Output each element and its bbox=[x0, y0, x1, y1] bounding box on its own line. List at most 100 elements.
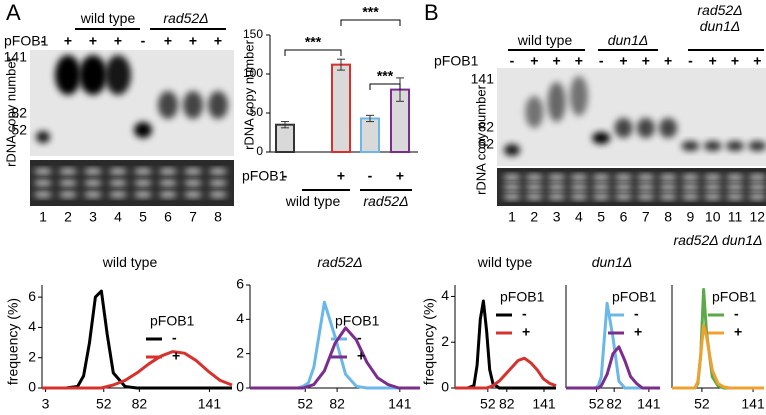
strip-band bbox=[184, 191, 202, 198]
strip-band bbox=[503, 174, 521, 181]
series-line bbox=[455, 299, 556, 390]
y-tick-label: 0 bbox=[256, 144, 263, 158]
y-tick-label: 0 bbox=[236, 379, 244, 395]
strip-band bbox=[209, 168, 227, 175]
lane-number: 6 bbox=[164, 209, 172, 225]
group-label-box: wild type bbox=[286, 193, 340, 209]
legend-label: + bbox=[634, 324, 642, 340]
strip-band bbox=[569, 174, 588, 181]
x-tick-label: 82 bbox=[499, 396, 515, 412]
strip-band bbox=[703, 184, 722, 190]
strip-band bbox=[614, 174, 633, 181]
x-tick-label: 52 bbox=[297, 396, 313, 412]
strip-band bbox=[134, 168, 152, 175]
lane-sign: + bbox=[64, 33, 72, 49]
y-tick-label: 0 bbox=[28, 379, 36, 395]
series-line bbox=[566, 345, 660, 390]
strip-band bbox=[84, 168, 102, 175]
x-tick-label: 141 bbox=[637, 396, 661, 412]
strip-band bbox=[159, 191, 177, 198]
strip-band bbox=[109, 180, 127, 186]
group-label: rad52Δ dun1Δ bbox=[697, 2, 743, 34]
strip-band bbox=[748, 193, 766, 200]
strip-band bbox=[614, 184, 633, 190]
group-label: dun1Δ bbox=[607, 32, 649, 48]
lane-sign: - bbox=[510, 53, 515, 69]
y-axis-label: frequency (%) bbox=[421, 298, 437, 385]
x-tick-label: 141 bbox=[741, 396, 765, 412]
x-tick-label: 52 bbox=[589, 396, 605, 412]
strip-band bbox=[547, 184, 566, 190]
strip-band bbox=[525, 184, 544, 190]
strip-band bbox=[34, 180, 52, 186]
gel-band bbox=[681, 141, 700, 151]
strip-band bbox=[659, 193, 678, 200]
legend-label: + bbox=[172, 348, 180, 364]
y-tick-label: 0 bbox=[441, 379, 449, 395]
bar bbox=[331, 63, 351, 153]
y-tick-label: 50 bbox=[250, 105, 264, 119]
strip-band bbox=[134, 180, 152, 186]
y-tick-label: 2 bbox=[441, 333, 449, 349]
pfob1-label: pFOB1 bbox=[4, 33, 49, 49]
gel-band bbox=[504, 144, 520, 156]
legend-label: - bbox=[357, 330, 362, 346]
bar bbox=[275, 123, 295, 153]
x-tick-label: 141 bbox=[532, 396, 556, 412]
lane-number: 3 bbox=[89, 209, 97, 225]
lane-sign: + bbox=[553, 53, 561, 69]
group-label: wild type bbox=[517, 32, 573, 48]
lane-sign: - bbox=[599, 53, 604, 69]
significance-label: *** bbox=[305, 34, 322, 50]
lane-sign: + bbox=[530, 53, 538, 69]
x-tick-label: 3 bbox=[42, 396, 50, 412]
gel-band bbox=[703, 141, 722, 151]
group-label-box: wild type bbox=[517, 32, 573, 48]
strip-band bbox=[209, 191, 227, 198]
strip-band bbox=[636, 184, 655, 190]
gel-band bbox=[55, 55, 81, 95]
size-label: 52 bbox=[11, 122, 27, 138]
strip-band bbox=[726, 174, 744, 181]
strip-band bbox=[569, 193, 588, 200]
gel-band bbox=[726, 141, 744, 151]
x-tick-label: 141 bbox=[388, 396, 412, 412]
chart-title: wild type bbox=[102, 254, 158, 270]
y-tick-label: 4 bbox=[441, 287, 449, 303]
x-tick-label: 82 bbox=[606, 396, 622, 412]
strip-band bbox=[681, 193, 700, 200]
gel-band bbox=[208, 91, 228, 119]
y-tick-label: 150 bbox=[243, 27, 263, 41]
chart-title-box: rad52Δ bbox=[317, 254, 362, 270]
legend-title: pFOB1 bbox=[712, 289, 757, 305]
lane-number: 5 bbox=[597, 209, 605, 225]
lane-sign: + bbox=[214, 33, 222, 49]
lane-number: 9 bbox=[687, 209, 695, 225]
lane-number: 6 bbox=[620, 209, 628, 225]
x-axis-label: pFOB1 bbox=[242, 168, 287, 184]
chart-title: wild type bbox=[477, 254, 533, 270]
panel-label: A bbox=[6, 0, 21, 25]
y-tick-label: 2 bbox=[28, 348, 36, 364]
chart-title-box: wild type bbox=[102, 254, 158, 270]
size-label: 141 bbox=[471, 71, 495, 87]
strip-band bbox=[109, 191, 127, 198]
lane-sign: + bbox=[575, 53, 583, 69]
panel-label: B bbox=[424, 0, 439, 25]
strip-band bbox=[84, 191, 102, 198]
strip-band bbox=[34, 191, 52, 198]
lane-sign: + bbox=[731, 53, 739, 69]
y-tick-label: 6 bbox=[236, 276, 244, 292]
strip-band bbox=[592, 174, 611, 181]
lane-number: 10 bbox=[705, 209, 721, 225]
lane-sign: + bbox=[114, 33, 122, 49]
strip-band bbox=[659, 184, 678, 190]
y-axis-label: rDNA copy number bbox=[473, 84, 488, 194]
strip-band bbox=[184, 180, 202, 186]
series-line bbox=[250, 326, 420, 390]
strip-band bbox=[547, 193, 566, 200]
gel-band bbox=[659, 118, 678, 138]
lane-number: 1 bbox=[508, 209, 516, 225]
lane-sign: + bbox=[664, 53, 672, 69]
